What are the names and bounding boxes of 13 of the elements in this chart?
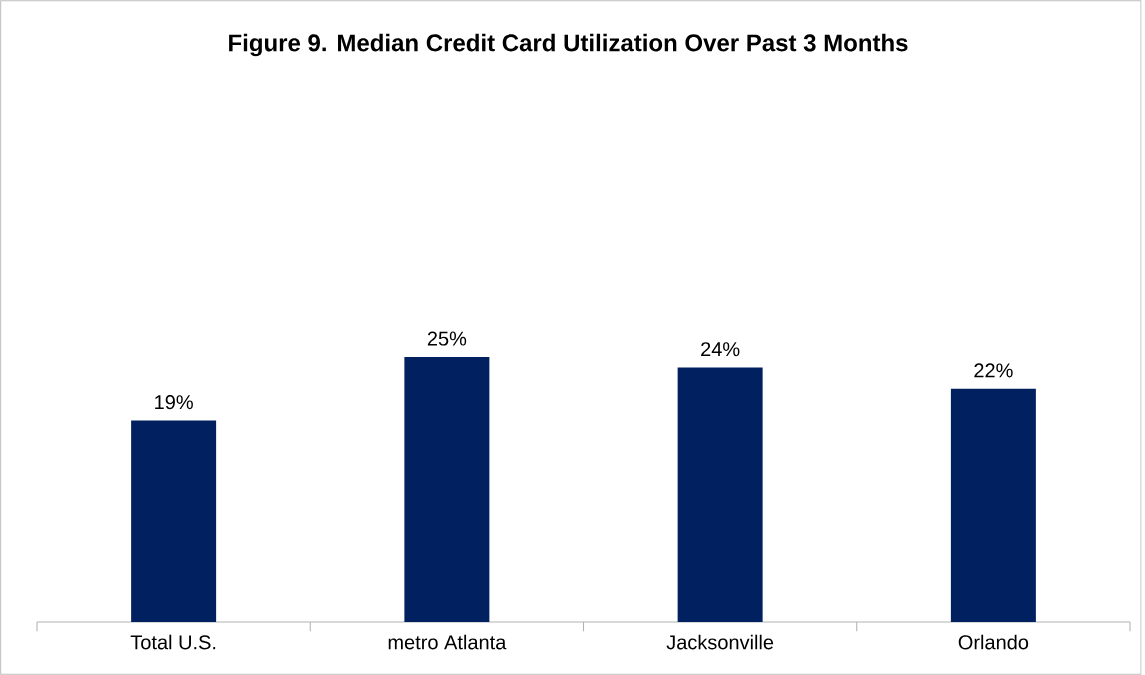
bar [677, 367, 763, 622]
x-tick-label: Orlando [958, 634, 1029, 650]
data-label: 22% [974, 363, 1013, 378]
data-label: 24% [701, 342, 740, 357]
x-tick-label: Jacksonville [666, 634, 774, 650]
data-label: 25% [427, 331, 467, 346]
x-tick-label: metro Atlanta [388, 634, 507, 650]
bar [404, 357, 490, 622]
x-tick-label: Total U.S. [130, 634, 216, 650]
bar [131, 420, 217, 622]
data-label: 19% [155, 395, 193, 410]
bar [950, 388, 1036, 622]
chart-title: Figure 9. Median Credit Card Utilization Over Past 3 Months [229, 33, 908, 57]
